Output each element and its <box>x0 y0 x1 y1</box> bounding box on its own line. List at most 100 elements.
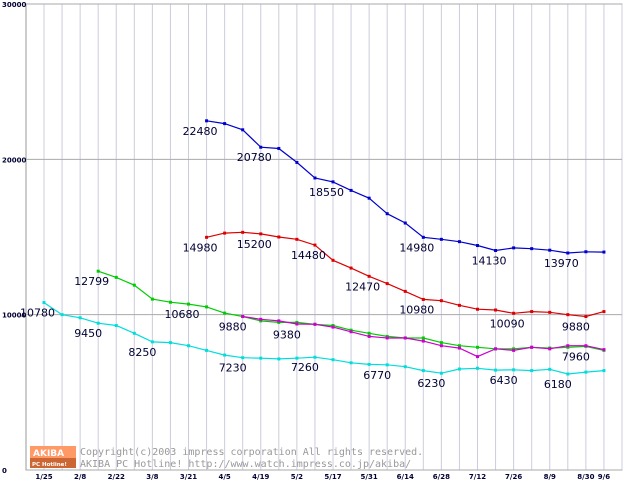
data-point-green <box>223 311 227 315</box>
data-point-green <box>259 319 263 323</box>
y-axis-ticks: 0 10000 20000 30000 <box>2 1 26 475</box>
series-blue <box>205 119 606 255</box>
data-point-blue <box>457 240 461 244</box>
data-point-green <box>457 344 461 348</box>
data-point-red <box>331 258 335 262</box>
data-point-green <box>349 328 353 332</box>
data-point-cyan <box>602 369 606 373</box>
series-magenta <box>241 315 606 359</box>
data-point-magenta <box>313 322 317 326</box>
data-point-blue <box>512 246 516 250</box>
data-point-green <box>385 334 389 338</box>
x-tick-label: 9/6 <box>598 473 610 480</box>
data-point-cyan <box>187 344 190 348</box>
data-point-blue <box>331 180 335 184</box>
data-point-red <box>584 315 588 319</box>
data-point-blue <box>548 248 552 252</box>
data-point-green <box>114 275 118 279</box>
data-point-blue <box>476 244 479 248</box>
data-point-cyan <box>60 313 64 317</box>
data-point-cyan <box>349 361 353 365</box>
data-label: 7230 <box>219 362 247 375</box>
site-url-text: AKIBA PC Hotline! http://www.watch.impre… <box>80 459 411 470</box>
data-point-cyan <box>421 369 425 373</box>
data-point-red <box>602 310 606 314</box>
data-point-cyan <box>457 367 461 371</box>
data-point-red <box>385 282 389 286</box>
series-red <box>205 230 606 319</box>
data-point-cyan <box>205 348 209 352</box>
data-point-green <box>566 345 570 349</box>
x-tick-label: 3/21 <box>180 473 197 480</box>
data-label: 8250 <box>128 346 156 359</box>
data-point-cyan <box>385 363 389 367</box>
data-point-cyan <box>512 368 516 372</box>
data-label: 12470 <box>345 280 380 293</box>
data-label: 15200 <box>237 238 272 251</box>
data-point-blue <box>403 221 407 225</box>
data-point-blue <box>295 160 299 164</box>
data-label: 9880 <box>562 321 590 334</box>
y-tick-label: 30000 <box>2 1 26 9</box>
data-point-blue <box>349 188 353 192</box>
data-point-blue <box>566 251 570 255</box>
data-point-cyan <box>42 301 46 305</box>
data-label: 14130 <box>472 255 507 268</box>
data-label: 9380 <box>273 328 301 341</box>
data-point-blue <box>277 146 281 150</box>
akiba-logo-top <box>30 446 76 458</box>
y-tick-label: 10000 <box>2 312 26 320</box>
data-point-cyan <box>114 324 118 328</box>
y-tick-label: 20000 <box>2 156 26 164</box>
y-tick-label: 0 <box>2 467 7 475</box>
data-point-red <box>530 310 534 314</box>
data-point-magenta <box>421 339 425 343</box>
data-point-cyan <box>223 353 227 357</box>
x-tick-label: 6/28 <box>433 473 450 480</box>
data-point-red <box>367 274 371 278</box>
data-label: 10780 <box>20 307 55 320</box>
x-tick-label: 5/17 <box>324 473 341 480</box>
akiba-logo-text: AKIBA <box>33 449 64 459</box>
data-point-green <box>96 269 100 273</box>
data-point-cyan <box>168 341 172 345</box>
data-point-magenta <box>548 347 552 351</box>
data-series <box>42 119 606 376</box>
data-point-red <box>313 243 317 247</box>
data-point-magenta <box>494 347 498 351</box>
data-point-magenta <box>277 319 281 323</box>
x-tick-label: 5/31 <box>361 473 378 480</box>
data-point-cyan <box>331 358 335 362</box>
data-point-cyan <box>476 366 479 370</box>
data-point-blue <box>530 247 534 251</box>
akiba-logo-subtext: PC Hotline! <box>32 462 67 468</box>
data-point-cyan <box>132 331 136 335</box>
data-point-magenta <box>295 322 299 326</box>
plot-frame <box>25 3 623 471</box>
data-point-red <box>566 313 570 317</box>
data-point-cyan <box>566 372 570 376</box>
data-point-blue <box>421 235 425 239</box>
data-point-magenta <box>259 317 263 321</box>
data-point-magenta <box>385 336 389 340</box>
data-point-red <box>476 307 479 311</box>
data-point-cyan <box>295 356 299 360</box>
data-point-green <box>187 302 190 306</box>
data-point-cyan <box>494 368 498 372</box>
x-tick-label: 8/30 <box>577 473 594 480</box>
data-point-red <box>457 303 461 307</box>
data-point-green <box>205 305 209 309</box>
data-point-green <box>331 324 335 328</box>
data-point-magenta <box>584 344 588 348</box>
grid-lines <box>25 3 623 471</box>
data-point-magenta <box>512 348 516 352</box>
data-point-magenta <box>476 355 479 359</box>
data-point-cyan <box>530 369 534 373</box>
data-point-blue <box>494 249 498 253</box>
data-point-cyan <box>313 355 317 359</box>
data-point-blue <box>584 250 588 254</box>
data-point-green <box>277 320 281 324</box>
x-tick-label: 2/8 <box>74 473 86 480</box>
data-label: 7960 <box>562 350 590 363</box>
data-point-red <box>259 232 263 236</box>
